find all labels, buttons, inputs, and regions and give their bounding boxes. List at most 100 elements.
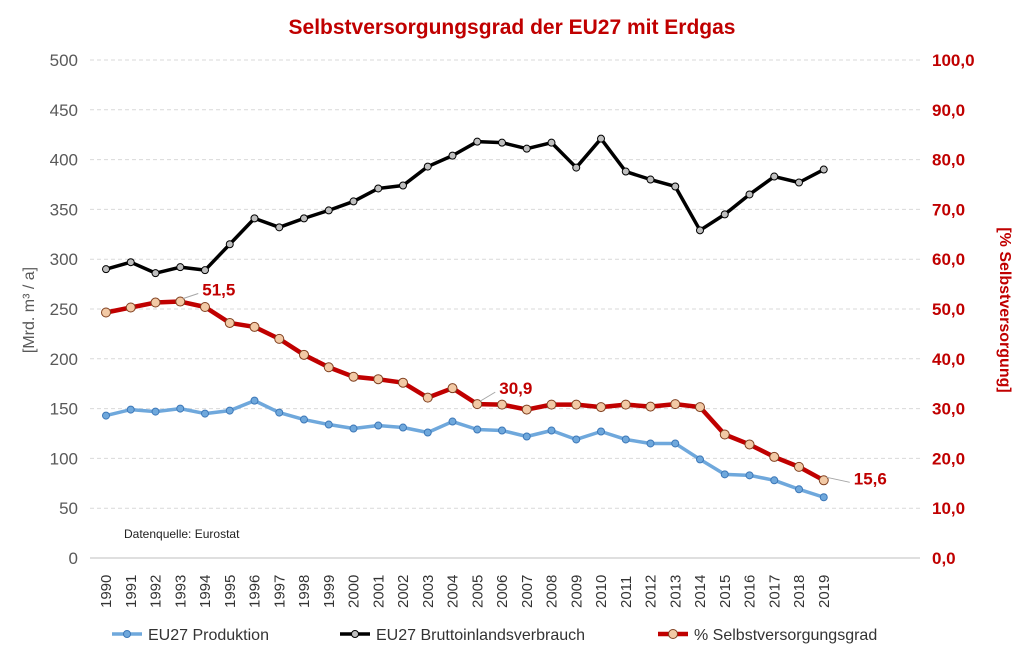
series-line <box>105 136 825 275</box>
x-tick-label: 2005 <box>469 575 486 608</box>
right-tick-label: 60,0 <box>932 250 965 269</box>
legend-label: % Selbstversorgungsgrad <box>694 627 877 644</box>
x-tick-label: 2010 <box>593 575 610 608</box>
series-point <box>597 427 605 436</box>
series-point <box>522 432 531 441</box>
right-tick-label: 40,0 <box>932 350 965 369</box>
series-point <box>176 404 185 413</box>
data-labels: 51,5 30,9 15,6 <box>183 281 887 488</box>
series-point <box>497 399 507 410</box>
series-point <box>348 371 359 382</box>
series-point <box>250 214 259 223</box>
series-point <box>300 415 308 424</box>
series-point <box>126 258 135 267</box>
series-line <box>105 398 825 499</box>
right-tick-label: 50,0 <box>932 300 965 319</box>
x-tick-label: 2015 <box>717 575 734 608</box>
x-tick-label: 1999 <box>321 575 338 608</box>
annotation-leader <box>826 476 850 483</box>
series-point <box>769 451 780 462</box>
series-point <box>274 333 285 344</box>
series-point <box>696 455 704 464</box>
series-point <box>250 396 259 405</box>
series-point <box>125 302 136 313</box>
series-point <box>399 423 407 432</box>
x-tick-label: 1995 <box>222 575 239 608</box>
series-point <box>323 362 334 373</box>
x-tick-label: 2004 <box>445 575 462 608</box>
x-tick-label: 2014 <box>692 575 709 608</box>
series-point <box>695 402 705 413</box>
x-tick-label: 1998 <box>296 575 313 608</box>
series-point <box>818 475 829 486</box>
series-point <box>498 138 506 147</box>
left-tick-label: 200 <box>50 350 78 369</box>
series-point <box>621 435 630 444</box>
series-point <box>720 470 729 479</box>
right-tick-label: 30,0 <box>932 400 965 419</box>
x-tick-label: 1993 <box>172 575 189 608</box>
x-tick-label: 2017 <box>766 575 783 608</box>
x-tick-label: 2006 <box>494 575 511 608</box>
x-tick-label: 1997 <box>271 575 288 608</box>
series-point <box>744 439 755 450</box>
series-point <box>102 265 110 274</box>
series-point <box>175 296 186 307</box>
series-point <box>596 402 606 413</box>
series-point <box>150 297 161 308</box>
series-point <box>324 206 333 215</box>
x-tick-label: 2002 <box>395 575 412 608</box>
series <box>101 134 829 502</box>
series-point <box>546 399 557 410</box>
series-point <box>201 409 209 418</box>
x-tick-label: 2012 <box>643 575 660 608</box>
x-tick-label: 1990 <box>98 575 115 608</box>
x-tick-label: 2001 <box>370 575 387 608</box>
series-point <box>597 134 605 143</box>
series-point <box>399 181 407 190</box>
series-point <box>473 425 482 434</box>
x-tick-label: 2007 <box>519 575 536 608</box>
series-point <box>547 426 556 435</box>
series-point <box>745 471 754 480</box>
series-point <box>770 476 779 485</box>
series-point <box>151 407 160 416</box>
left-axis-ticks: 0 50 100 150 200 250 300 350 400 450 500 <box>50 51 78 568</box>
series-point <box>646 439 655 448</box>
series-point <box>720 210 729 219</box>
left-axis-label: [Mrd. m³ / a] <box>21 267 38 353</box>
series-point <box>374 184 383 193</box>
left-tick-label: 100 <box>50 449 78 468</box>
series-point <box>249 321 260 332</box>
series-point <box>299 349 309 360</box>
series-point <box>324 420 333 429</box>
annotation-leader <box>183 293 199 300</box>
series-point <box>571 399 582 410</box>
right-tick-label: 70,0 <box>932 200 965 219</box>
series-point <box>522 144 531 153</box>
series-point <box>819 165 828 174</box>
left-tick-label: 250 <box>50 300 78 319</box>
series-point <box>224 317 235 328</box>
x-tick-label: 2009 <box>568 575 585 608</box>
right-tick-label: 80,0 <box>932 151 965 170</box>
series-point <box>349 197 358 206</box>
left-tick-label: 0 <box>69 549 78 568</box>
legend-swatch-marker <box>351 630 359 638</box>
x-tick-label: 2013 <box>667 575 684 608</box>
chart-title: Selbstversorgungsgrad der EU27 mit Erdga… <box>289 16 736 39</box>
series-point <box>819 493 828 502</box>
series-point <box>398 377 408 388</box>
series-point <box>521 404 532 415</box>
legend-swatch-marker <box>123 630 131 638</box>
series-point <box>448 417 457 426</box>
x-tick-label: 2011 <box>618 576 635 608</box>
left-tick-label: 500 <box>50 51 78 70</box>
series-point <box>300 214 308 223</box>
series-point <box>572 163 581 172</box>
series-point <box>201 266 209 275</box>
series-point <box>547 138 556 147</box>
series-point <box>770 172 779 181</box>
series-point <box>645 401 656 412</box>
